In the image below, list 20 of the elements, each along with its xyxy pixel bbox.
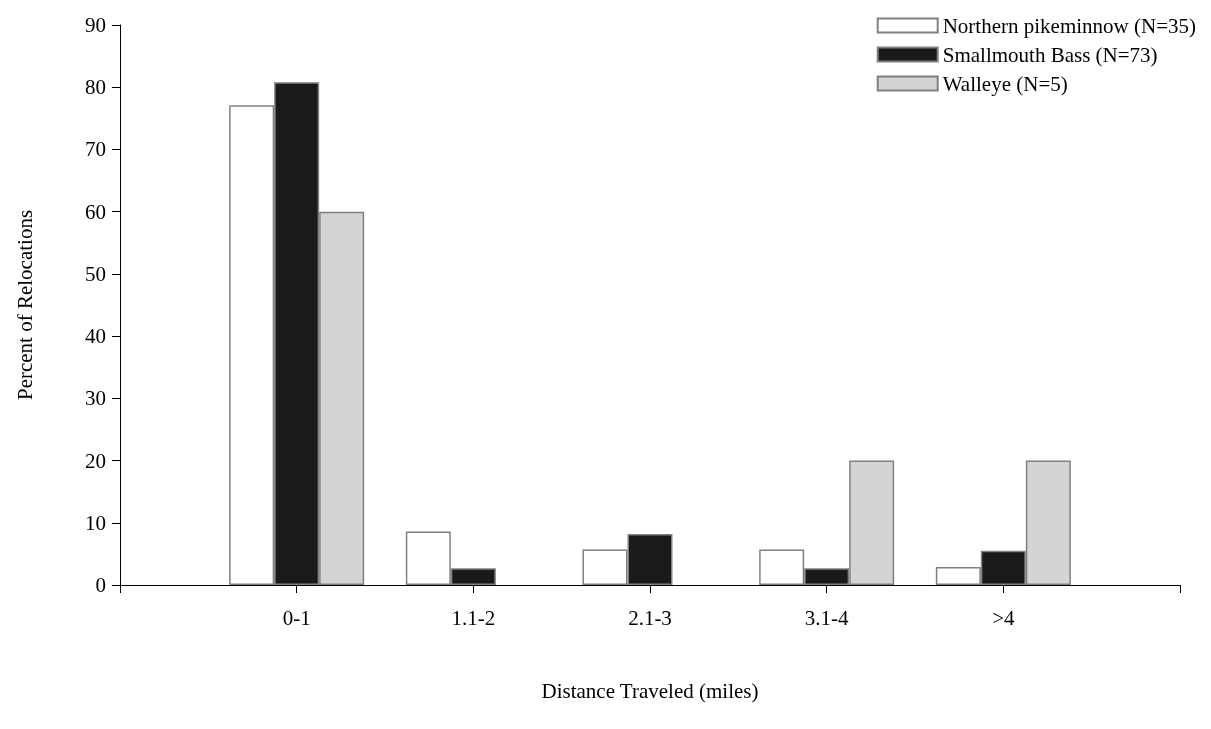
- x-tick-label: >4: [992, 605, 1015, 630]
- y-axis-title: Percent of Relocations: [12, 209, 37, 401]
- y-tick-label: 0: [95, 573, 106, 597]
- y-tick-label: 10: [85, 510, 106, 535]
- x-tick-label: 2.1-3: [628, 605, 672, 630]
- y-tick-label: 20: [85, 448, 106, 473]
- x-tick-label: 1.1-2: [451, 605, 496, 630]
- legend-label: Northern pikeminnow (N=35): [942, 13, 1197, 38]
- x-tick-label: 3.1-4: [804, 605, 850, 630]
- y-tick-label: 80: [85, 75, 106, 100]
- y-tick-label: 60: [85, 199, 106, 224]
- y-tick-label: 50: [85, 261, 106, 286]
- x-tick-label: 0-1: [282, 605, 311, 630]
- legend-label: Walleye (N=5): [942, 71, 1068, 96]
- y-tick-label: 70: [85, 137, 106, 162]
- y-tick-label: 90: [85, 13, 106, 37]
- y-tick-label: 30: [85, 386, 106, 411]
- x-axis-title: Distance Traveled (miles): [541, 678, 759, 703]
- legend-label: Smallmouth Bass (N=73): [942, 42, 1158, 67]
- y-tick-label: 40: [85, 324, 106, 349]
